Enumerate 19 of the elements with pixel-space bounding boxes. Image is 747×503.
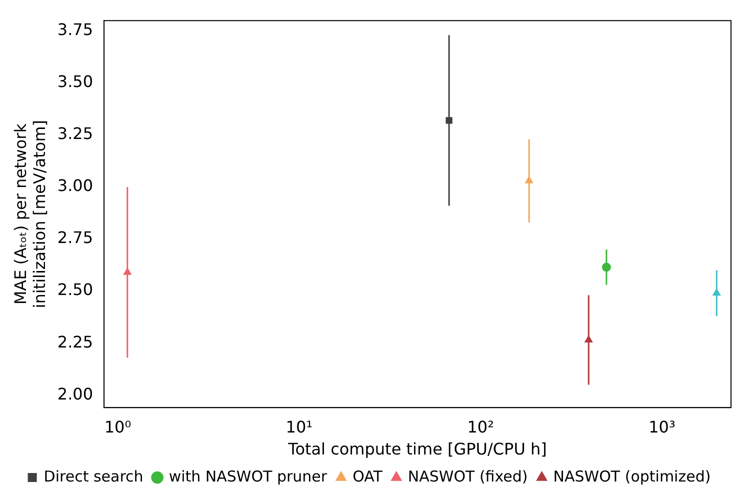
y-tick-label: 3.75 [57, 20, 94, 40]
legend-label: NASWOT (optimized) [553, 467, 711, 486]
x-tick-label: 10² [467, 417, 494, 436]
y-tick-label: 2.50 [57, 280, 94, 300]
x-tick-label: 10³ [648, 417, 676, 436]
y-axis-title: MAE (Aₜₒₜ) per network initilization [meV/atom] [10, 120, 49, 308]
legend-label: Direct search [44, 467, 144, 486]
y-tick-label: 2.25 [57, 332, 94, 352]
x-axis-title: Total compute time [GPU/CPU h] [287, 440, 547, 459]
y-tick-label: 3.00 [57, 176, 94, 196]
legend-label: NASWOT (fixed) [408, 467, 528, 486]
y-tick-label: 3.25 [57, 124, 94, 144]
x-tick-label: 10¹ [286, 417, 313, 436]
y-tick-label: 2.75 [57, 228, 94, 248]
y-tick-label: 2.00 [57, 384, 94, 404]
legend-label: OAT [352, 467, 384, 486]
x-tick-label: 10⁰ [104, 417, 132, 436]
y-tick-label: 3.50 [57, 72, 94, 92]
legend-label: with NASWOT pruner [168, 467, 328, 486]
